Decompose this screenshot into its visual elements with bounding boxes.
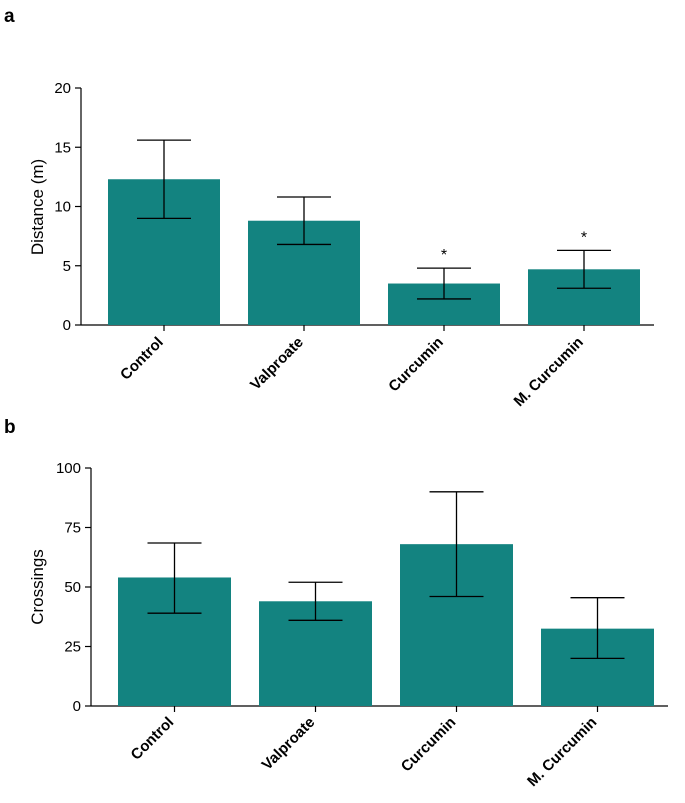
panel-b-error-bar [147,542,202,614]
panel-b-error-bar [429,491,484,598]
panel-a-category-label: Curcumin [385,334,447,396]
panel-a-marks: 0 5 10 15 20 Control Valproate Curcumin * M. Curc… [54,80,654,410]
panel-b-category-label: M. Curcumin [524,714,600,790]
panel-b-category-label: Valproate [259,714,319,774]
panel-a-error-bar [137,139,191,220]
panel-b-category-label: Control [128,714,178,764]
panel-b-y-tick-label: 50 [64,579,81,596]
panel-b-y-axis-title: Crossings [28,549,47,625]
panel-a-y-tick-label: 10 [54,199,71,216]
panel-a-y-tick-label: 5 [63,258,71,275]
panel-b-marks: 0 25 50 75 100 Control Valproate Curcumin M. Cur… [56,460,668,790]
panel-b-letter: b [4,417,16,438]
panel-a-error-bar [417,267,471,300]
panel-a-category-label: Valproate [247,334,307,394]
panel-a-category-label: Control [117,334,167,384]
panel-b-chart: b Crossings 0 25 50 75 100 Control Valproate Cu… [4,417,668,790]
panel-b-y-tick-label: 75 [64,520,81,537]
panel-a-category-label: M. Curcumin [511,334,587,410]
panel-a-chart: a Distance (m) 0 5 10 15 20 Control Valproate C… [4,6,654,410]
panel-a-error-bar [277,196,331,246]
panel-a-y-tick-label: 20 [54,80,71,97]
panel-b-error-bar [288,581,343,621]
panel-a-error-bar [557,249,611,289]
panel-b-y-tick-label: 25 [64,639,81,656]
panel-b-category-label: Curcumin [398,714,460,776]
panel-b-y-tick-label: 0 [73,698,81,715]
panel-a-y-tick-label: 0 [63,317,71,334]
panel-b-y-tick-label: 100 [56,460,81,477]
panel-a-significance-marker: * [441,247,447,264]
panel-a-letter: a [4,6,15,27]
panel-b-error-bar [570,597,625,660]
panel-a-significance-marker: * [581,229,587,246]
panel-a-y-axis-title: Distance (m) [28,159,47,255]
panel-a-y-tick-label: 15 [54,139,71,156]
